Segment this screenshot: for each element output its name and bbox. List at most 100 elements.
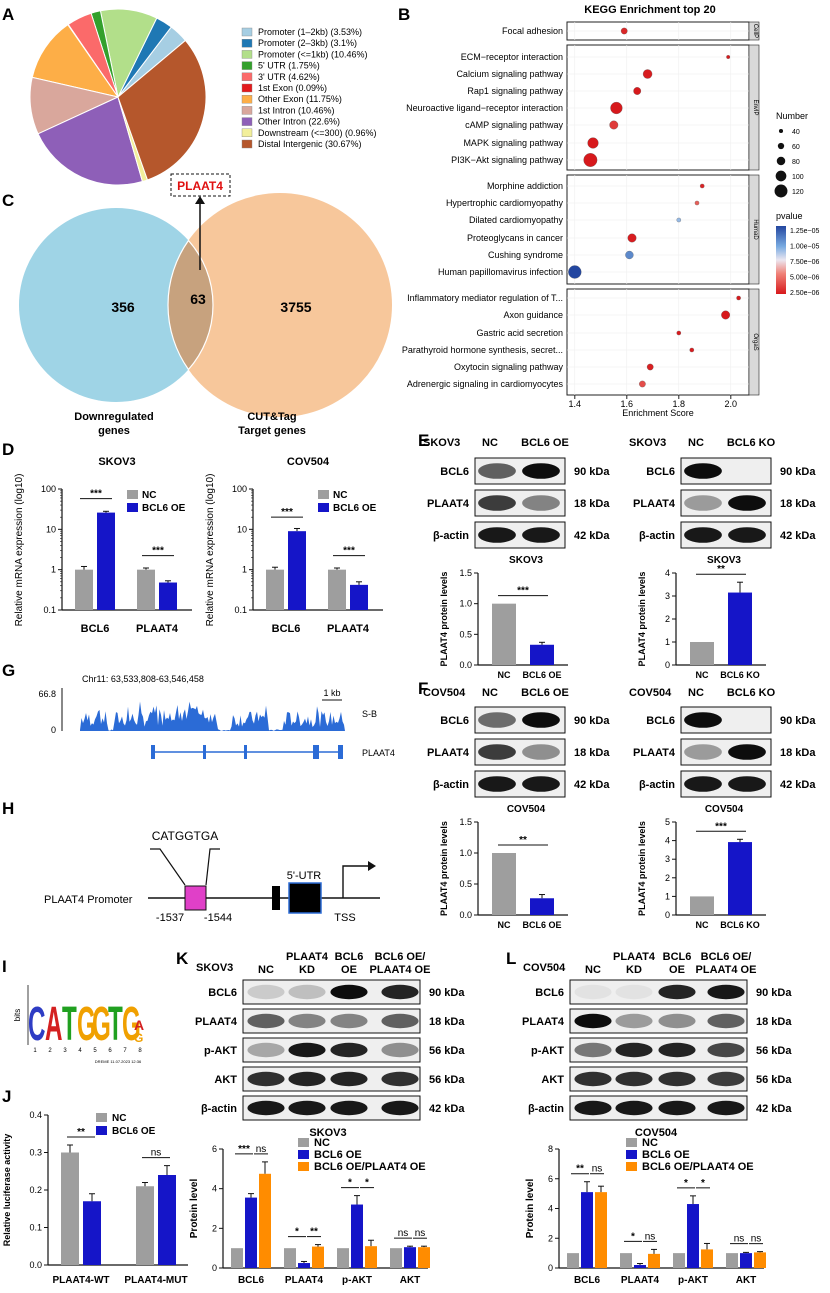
gene-exon [313,745,319,759]
venn-overlap [167,239,214,371]
kegg-dot [676,217,681,223]
blot-band [288,1071,326,1087]
y-tick-label: 0.0 [29,1260,42,1270]
blot-lane-label: KD [626,964,642,976]
legend-swatch [241,27,253,37]
x-category-label: BCL6 [272,623,301,635]
size-legend-dot [777,142,785,150]
legend-entry: 5' UTR (1.75%) [258,61,320,71]
sig-label: ns [592,1164,603,1175]
legend-entry: BCL6 OE/PLAAT4 OE [642,1161,754,1173]
legend-swatch [298,1150,309,1159]
legend-swatch [241,139,253,149]
bar-nc [231,1248,243,1268]
legend-swatch [298,1138,309,1147]
kegg-term-label: Human papillomavirus infection [438,267,563,277]
bar-nc [137,569,155,610]
sig-label: * [684,1178,688,1189]
kegg-dot [642,69,653,79]
panel-label-j: J [2,1087,11,1106]
blot-band [728,744,766,760]
legend-entry: BCL6 OE [112,1126,156,1137]
scale-bar-label: 1 kb [323,688,340,698]
blot-lane-label: KD [299,964,315,976]
size-legend-title: Number [776,111,808,121]
panel-label-i: I [2,957,7,976]
x-category-label: PLAAT4-MUT [124,1275,187,1286]
blot-band [381,1071,419,1087]
kegg-dot [736,295,741,301]
blot-row-label: PLAAT4 [195,1016,238,1028]
color-legend-title: pvalue [776,211,803,221]
logo-position: 8 [138,1048,142,1054]
legend-swatch [318,503,329,512]
blot-band [381,1013,419,1029]
venn-right-label: CUT&Tag [247,411,296,423]
blot-lane-label: PLAAT4 OE [370,964,431,976]
bar-nc [284,1248,296,1268]
sig-label: * [701,1178,705,1189]
bar-nc [266,569,284,610]
y-axis-label: Relative mRNA expression (log10) [14,474,25,627]
x-tick-label: 2.0 [725,399,738,409]
y-tick-label: 10 [237,524,247,534]
y-axis-label: PLAAT4 protein levels [439,821,449,916]
blot-row-label: BCL6 [440,466,469,478]
kegg-dot [625,250,634,260]
blot-band [330,1013,368,1029]
y-tick-label: 0.5 [459,629,472,639]
blot-band [728,776,766,792]
color-legend-label: 7.50e−06 [790,259,819,266]
pie-slice [117,39,207,181]
sig-label: * [365,1178,369,1189]
position-label: -1537 [156,912,184,924]
x-category-label: BCL6 [238,1275,265,1286]
logo-position: 5 [93,1048,97,1054]
blot-band [478,744,516,760]
blot-band [707,1100,745,1116]
y-tick-label: 4 [548,1204,553,1214]
blot-band [478,527,516,543]
plaat4-callout-box [170,173,231,197]
blot-band [707,984,745,1000]
kegg-strip-label: EnvIP [752,99,758,115]
blot-kda-label: 18 kDa [756,1016,792,1028]
y-tick-label: 1.0 [459,599,472,609]
blot-row-label: β-actin [639,779,675,791]
legend-entry: Other Intron (22.6%) [258,117,340,127]
legend-entry: BCL6 OE [142,503,186,514]
size-legend-dot [776,156,786,166]
blot-band [522,712,560,728]
blot-cell-line: COV504 [629,687,672,699]
track-ymax: 66.8 [38,689,56,699]
kegg-term-label: Proteoglycans in cancer [467,233,563,243]
bar-nc [673,1253,685,1268]
y-tick-label: 1.5 [459,568,472,578]
bar-nc [690,896,714,915]
blot-lane-label: NC [482,437,498,449]
blot-band [381,1042,419,1058]
bar-nc [492,853,516,915]
kegg-term-label: cAMP signaling pathway [465,120,563,130]
y-tick-label: 0.0 [459,910,472,920]
y-tick-label: 3 [665,591,670,601]
bar-oe [298,1263,310,1268]
sig-label: ns [751,1234,762,1245]
y-tick-label: 1 [665,637,670,647]
venn-left-label: genes [98,425,130,437]
bar-oe [404,1247,416,1268]
logo-letter: G [77,997,96,1051]
chart-title: SKOV3 [98,456,135,468]
kegg-dot [676,330,681,336]
bar-nc [328,569,346,610]
kegg-term-label: Oxytocin signaling pathway [454,362,564,372]
western-blots-ef: SKOV3 NC BCL6 OE BCL6 90 kDa PLAAT4 18 kDa β-ac… [423,437,816,798]
size-legend-label: 100 [792,174,804,181]
y-tick-label: 6 [212,1144,217,1154]
y-tick-label: 0 [212,1263,217,1273]
sig-label: * [348,1178,352,1189]
x-category-label: BCL6 KO [720,670,760,680]
legend-entry: 1st Intron (10.46%) [258,105,335,115]
blot-band [288,1013,326,1029]
